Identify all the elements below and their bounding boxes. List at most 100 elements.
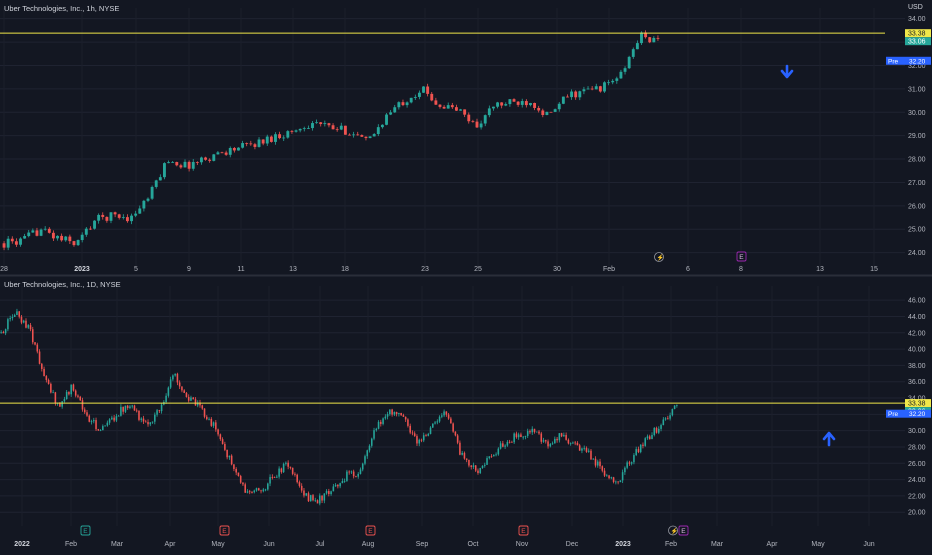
candle-body [175,162,179,166]
candle-body [150,186,154,199]
candle-body [187,161,191,169]
candle-body [540,433,543,442]
candle-body [496,102,499,107]
dividend-icon[interactable]: ⚡ [668,525,678,536]
pane2-price-badge-last: 33.38 [905,399,931,408]
candle-body [529,431,531,433]
candle-body [122,406,124,412]
candle-body [316,500,319,504]
candle-body [574,91,578,98]
candle-body [14,241,18,245]
x-tick-label: May [811,541,825,548]
candle-body [158,177,162,181]
candle-body [232,147,236,151]
pane1-time-scale[interactable]: 28 2023 5 9 11 13 18 23 25 30 Feb 6 8 13 15 [0,266,878,273]
earnings-icon[interactable]: E [219,525,230,536]
earnings-glyph: E [739,254,744,261]
candle-body [99,430,102,431]
candle-body [54,392,57,404]
candle-body [556,438,558,441]
candle-body [524,101,528,106]
candle-body [154,180,158,187]
x-tick-label: 13 [289,266,297,273]
candle-body [68,236,72,242]
candle-body [51,232,55,239]
candle-body [434,100,438,105]
y-tick-label: 26.00 [908,461,926,468]
candle-body [314,500,317,502]
candle-body [306,128,310,129]
candle-body [220,152,224,154]
candle-body [656,37,660,39]
candle-body [109,212,113,221]
candle-body [43,228,47,230]
candle-body [84,228,88,235]
candle-body [611,80,615,83]
earnings-icon[interactable]: E [80,525,91,536]
candle-body [391,409,393,415]
candle-body [93,220,96,229]
arrow-up-icon[interactable] [822,431,836,447]
pane2-time-scale[interactable]: 2022 Feb Mar Apr May Jun Jul Aug Sep Oct Nov Dec 202… [14,541,875,548]
candle-body [537,107,541,111]
candle-body [210,418,213,426]
candle-body [544,440,547,442]
earnings-icon[interactable]: E [518,525,529,536]
candle-body [504,445,506,447]
candle-body [23,236,27,239]
earnings-icon[interactable]: E [365,525,376,536]
x-tick-label: 2022 [14,541,30,548]
candle-body [183,390,185,393]
candle-body [29,325,32,330]
candle-body [352,471,355,477]
candle-body [179,165,183,168]
earnings-icon[interactable]: E [678,525,689,536]
candle-body [628,462,631,464]
earnings-icon[interactable]: E [736,251,747,262]
candle-body [364,456,366,464]
candle-body [19,238,22,245]
candle-body [339,125,343,130]
candle-body [64,236,68,241]
y-tick-label: 40.00 [908,347,926,354]
dividend-icon[interactable]: ⚡ [654,252,664,262]
candle-body [331,125,335,130]
x-tick-label: Sep [416,541,429,548]
pane1-price-scale[interactable]: 24.00 25.00 26.00 27.00 28.00 29.00 30.00 31.00… [908,16,926,257]
y-tick-label: 31.00 [908,86,926,93]
candle-body [635,449,637,456]
candle-body [319,122,323,125]
candle-body [174,373,176,376]
x-tick-label: 6 [686,266,690,273]
candle-body [239,475,242,483]
candle-body [603,82,606,92]
y-tick-label: 36.00 [908,379,926,386]
x-tick-label: Mar [111,541,124,548]
candle-body [516,101,520,105]
candle-body [217,429,219,435]
candle-body [429,427,432,434]
candle-body [450,418,452,424]
candle-body [558,433,561,441]
candle-body [422,86,425,93]
arrow-down-icon[interactable] [780,64,794,79]
candle-body [31,329,34,343]
candle-body [183,161,187,168]
candle-body [302,128,306,130]
candle-body [459,109,462,111]
y-tick-label: 32.00 [908,63,926,70]
candle-body [590,450,592,460]
candle-body [41,363,43,369]
x-tick-label: May [211,541,225,548]
candle-body [335,129,339,131]
candle-body [178,382,181,387]
candle-body [578,445,581,451]
x-tick-label: Feb [603,266,615,273]
candle-body [430,93,434,101]
candle-body [219,434,222,440]
candle-body [612,477,615,482]
candle-body [125,217,129,222]
candle-body [346,471,348,481]
candle-body [352,134,356,136]
